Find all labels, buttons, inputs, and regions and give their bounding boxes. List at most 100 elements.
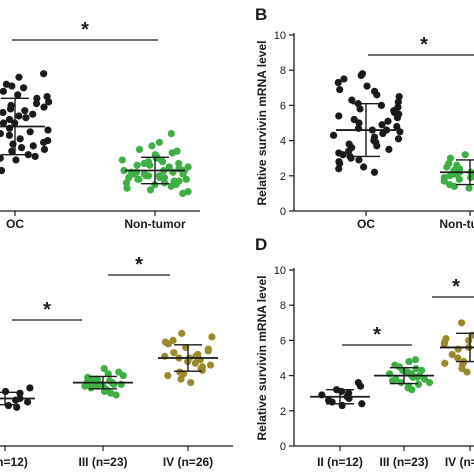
data-point	[363, 82, 371, 90]
data-point	[135, 145, 144, 153]
data-point	[177, 375, 185, 383]
data-point	[384, 117, 392, 125]
data-point	[182, 175, 190, 183]
data-point	[198, 366, 206, 374]
data-point	[118, 156, 126, 164]
data-point	[8, 82, 16, 90]
category-label: Non-tumor	[439, 217, 474, 231]
category-label: III (n=23)	[78, 455, 127, 469]
data-point	[14, 91, 22, 99]
y-tick-label: 6	[280, 100, 286, 112]
y-tick-label: 10	[274, 265, 286, 277]
y-tick-label: 0	[280, 441, 286, 453]
data-point	[347, 154, 355, 162]
panel-b: B 0 2 4 6 8 10 Relative survivin mRNA level OC No…	[255, 5, 474, 231]
series-non-tumor	[118, 129, 192, 197]
y-tick-label: 0	[280, 206, 286, 218]
series-iv-n-26-	[440, 319, 474, 376]
data-point	[463, 368, 471, 376]
data-point	[104, 370, 112, 378]
data-point	[8, 147, 16, 155]
data-point	[160, 179, 169, 187]
category-label: IV (n=26)	[163, 455, 213, 469]
data-point	[339, 151, 347, 159]
y-tick-label: 6	[280, 335, 286, 347]
data-point	[396, 128, 404, 136]
data-point	[170, 349, 178, 357]
data-point	[29, 142, 37, 150]
data-point	[155, 138, 163, 146]
data-point	[100, 387, 109, 396]
significance-star: *	[373, 324, 381, 346]
data-point	[408, 386, 416, 394]
y-tick-label: 4	[280, 136, 286, 148]
data-point	[31, 152, 39, 161]
data-point	[120, 166, 128, 175]
series-ii-n-12-	[310, 379, 370, 410]
data-point	[411, 356, 419, 364]
series-iv-n-26-	[158, 329, 218, 387]
y-tick-label: 4	[280, 371, 286, 383]
data-point	[356, 105, 364, 113]
data-point	[206, 361, 215, 369]
category-label: OC	[6, 217, 24, 231]
data-point	[40, 70, 48, 78]
data-point	[40, 145, 49, 153]
data-point	[448, 350, 456, 359]
data-point	[148, 142, 156, 150]
data-point	[370, 168, 379, 176]
significance-star: *	[420, 34, 428, 56]
data-point	[334, 78, 342, 87]
data-point	[465, 184, 473, 192]
data-point	[40, 103, 48, 111]
category-label: OC	[357, 217, 375, 231]
data-point	[26, 128, 34, 136]
data-point	[151, 181, 159, 189]
panel-letter-b: B	[255, 5, 267, 24]
data-point	[140, 159, 148, 168]
data-point	[420, 375, 429, 383]
data-point	[15, 73, 23, 81]
data-point	[0, 166, 6, 175]
data-point	[33, 94, 41, 102]
data-point	[167, 182, 175, 190]
data-point	[356, 382, 365, 390]
data-point	[412, 364, 420, 373]
data-point	[461, 151, 469, 159]
data-point	[393, 114, 402, 122]
data-point	[93, 382, 101, 390]
data-point	[329, 131, 338, 139]
data-point	[455, 175, 463, 183]
data-point	[146, 186, 155, 194]
data-point	[357, 71, 365, 80]
data-point	[119, 372, 127, 380]
data-point	[26, 384, 34, 392]
panel-c: II (n=12) III (n=23) IV (n=26) * *	[0, 254, 233, 469]
data-point	[336, 85, 344, 94]
data-point	[395, 93, 403, 101]
y-tick-label: 2	[280, 171, 286, 183]
data-point	[100, 364, 108, 373]
data-point	[360, 163, 368, 171]
data-point	[133, 161, 141, 169]
data-point	[15, 112, 23, 120]
data-point	[123, 184, 131, 192]
data-point	[168, 149, 176, 157]
data-point	[443, 163, 451, 171]
data-point	[340, 75, 348, 83]
category-label: II (n=12)	[317, 455, 363, 469]
data-point	[160, 173, 169, 182]
data-point	[23, 398, 32, 406]
data-point	[373, 91, 381, 99]
y-tick-label: 2	[280, 406, 286, 418]
data-point	[425, 379, 434, 387]
data-point	[122, 179, 131, 187]
data-point	[378, 121, 386, 129]
data-point	[19, 84, 28, 92]
data-point	[87, 384, 95, 392]
data-point	[44, 126, 52, 134]
data-point	[0, 119, 8, 127]
category-label: III (n=23)	[379, 455, 428, 469]
data-point	[389, 377, 397, 385]
series-ii-n-12-	[0, 384, 35, 411]
